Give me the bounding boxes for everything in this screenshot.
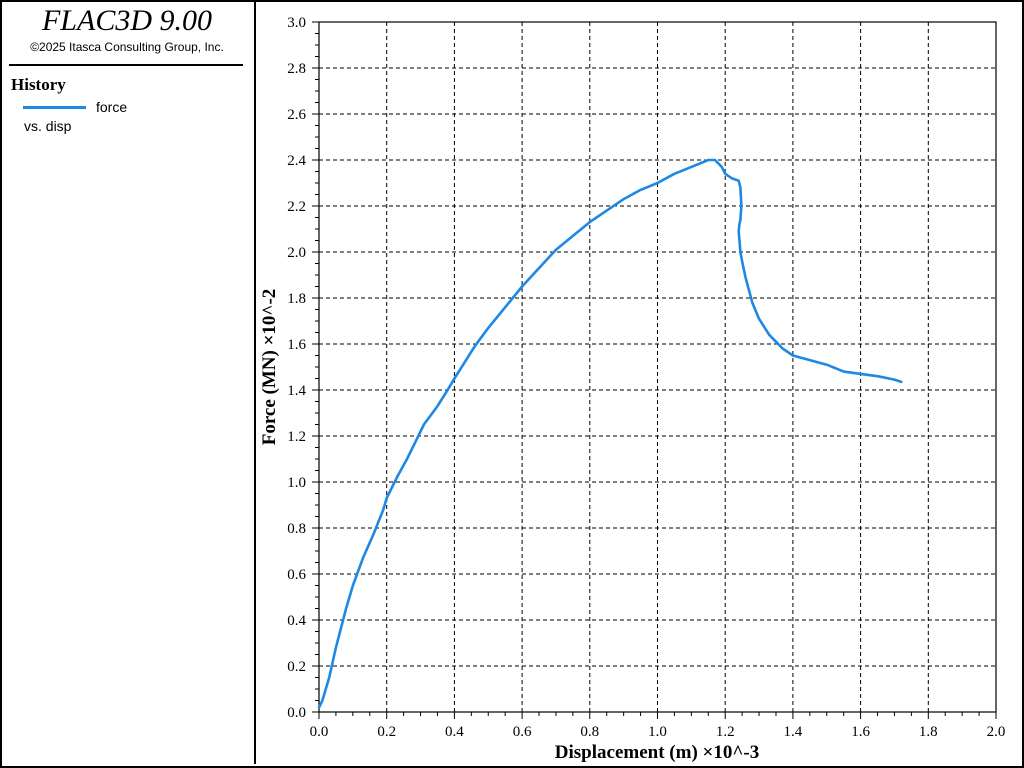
x-tick-label: 0.8 (580, 724, 599, 740)
y-tick-label: 1.2 (287, 429, 306, 445)
x-tick-label: 1.4 (784, 724, 803, 740)
x-tick-label: 1.0 (648, 724, 667, 740)
y-tick-label: 2.8 (287, 61, 306, 77)
history-heading: History (11, 75, 66, 94)
x-tick-label: 1.6 (851, 724, 870, 740)
copyright-text: ©2025 Itasca Consulting Group, Inc. (30, 40, 224, 54)
y-tick-label: 2.2 (287, 199, 306, 215)
x-axis-title: Displacement (m) ×10^-3 (555, 742, 759, 763)
y-tick-label: 3.0 (287, 15, 306, 31)
legend-line-swatch (23, 106, 86, 109)
y-tick-label: 0.8 (287, 521, 306, 537)
y-tick-label: 0.0 (287, 705, 306, 721)
y-tick-label: 1.8 (287, 291, 306, 307)
app-title: FLAC3D 9.00 (41, 4, 212, 37)
x-tick-label: 1.8 (919, 724, 938, 740)
legend-panel: FLAC3D 9.00 ©2025 Itasca Consulting Grou… (0, 0, 256, 764)
x-tick-label: 0.4 (445, 724, 464, 740)
series-line-force (317, 158, 903, 709)
x-tick-label: 0.6 (513, 724, 532, 740)
y-tick-label: 2.0 (287, 245, 306, 261)
legend-series-name: force (96, 99, 128, 115)
y-axis-title: Force (MN) ×10^-2 (259, 289, 280, 446)
divider (9, 64, 243, 66)
y-tick-label: 0.6 (287, 567, 306, 583)
y-tick-label: 0.4 (287, 613, 306, 629)
legend-series-subtitle: vs. disp (24, 118, 72, 134)
y-tick-label: 1.0 (287, 475, 306, 491)
x-tick-label: 1.2 (716, 724, 735, 740)
x-tick-label: 0.0 (310, 724, 329, 740)
y-tick-label: 1.4 (287, 383, 306, 399)
y-tick-label: 1.6 (287, 337, 306, 353)
y-tick-label: 2.6 (287, 107, 306, 123)
y-tick-label: 0.2 (287, 659, 306, 675)
x-tick-label: 2.0 (987, 724, 1006, 740)
y-tick-label: 2.4 (287, 153, 306, 169)
x-tick-label: 0.2 (377, 724, 396, 740)
